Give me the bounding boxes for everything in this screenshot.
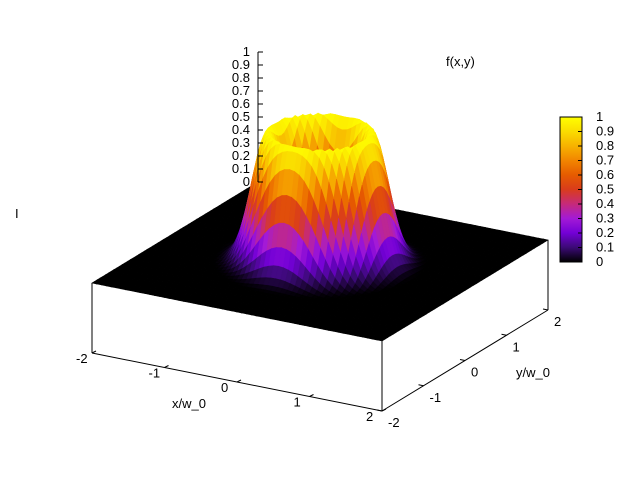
z-tick-label: 0.7 xyxy=(232,83,250,98)
y-axis-label: y/w_0 xyxy=(516,365,550,380)
colorbar-tick-label: 0.3 xyxy=(596,211,614,226)
y-tick xyxy=(418,384,424,387)
z-tick-label: 1 xyxy=(243,44,250,59)
z-tick-label: 0 xyxy=(243,174,250,189)
y-tick-label: 2 xyxy=(554,314,561,329)
colorbar-tick-label: 0.9 xyxy=(596,124,614,139)
y-tick-label: 1 xyxy=(513,339,520,354)
colorbar-tick-label: 0.6 xyxy=(596,167,614,182)
colorbar-ticks: 00.10.20.30.40.50.60.70.80.91 xyxy=(578,109,614,269)
colorbar-tick-label: 0.8 xyxy=(596,138,614,153)
chart-title: f(x,y) xyxy=(446,54,475,69)
z-tick-label: 0.6 xyxy=(232,96,250,111)
y-tick xyxy=(376,409,383,412)
colorbar-tick-label: 0.5 xyxy=(596,182,614,197)
colorbar: 00.10.20.30.40.50.60.70.80.91 xyxy=(559,109,614,269)
x-tick-label: 1 xyxy=(294,395,301,410)
colorbar-tick-label: 0 xyxy=(596,254,603,269)
x-axis-label: x/w_0 xyxy=(172,396,206,411)
surface xyxy=(91,112,549,342)
z-tick-label: 0.3 xyxy=(232,135,250,150)
x-tick xyxy=(91,350,97,354)
y-tick-label: 0 xyxy=(471,365,478,380)
z-tick-label: 0.9 xyxy=(232,57,250,72)
z-tick-label: 0.1 xyxy=(232,161,250,176)
colorbar-tick-label: 0.7 xyxy=(596,153,614,168)
colorbar-tick-label: 0.4 xyxy=(596,196,614,211)
colorbar-tick-label: 0.2 xyxy=(596,225,614,240)
y-tick-label: -2 xyxy=(388,415,400,430)
z-tick-label: 0.8 xyxy=(232,70,250,85)
z-tick-label: 0.4 xyxy=(232,122,250,137)
x-tick xyxy=(236,379,242,383)
z-tick-label: 0.2 xyxy=(232,148,250,163)
z-tick-label: 0.5 xyxy=(232,109,250,124)
x-tick-label: 0 xyxy=(221,380,228,395)
y-tick xyxy=(501,333,507,336)
colorbar-tick-label: 0.1 xyxy=(596,240,614,255)
x-tick xyxy=(309,394,314,397)
y-tick xyxy=(542,308,549,311)
z-axis-label: I xyxy=(15,206,19,221)
x-tick-label: -1 xyxy=(149,366,161,381)
surface-cell xyxy=(376,337,386,342)
x-tick-label: -2 xyxy=(76,351,88,366)
colorbar-tick-label: 1 xyxy=(596,109,603,124)
y-tick xyxy=(459,359,466,361)
x-tick xyxy=(381,408,387,412)
x-tick xyxy=(164,365,169,368)
x-tick-label: 2 xyxy=(366,409,373,424)
y-tick-label: -1 xyxy=(430,390,442,405)
